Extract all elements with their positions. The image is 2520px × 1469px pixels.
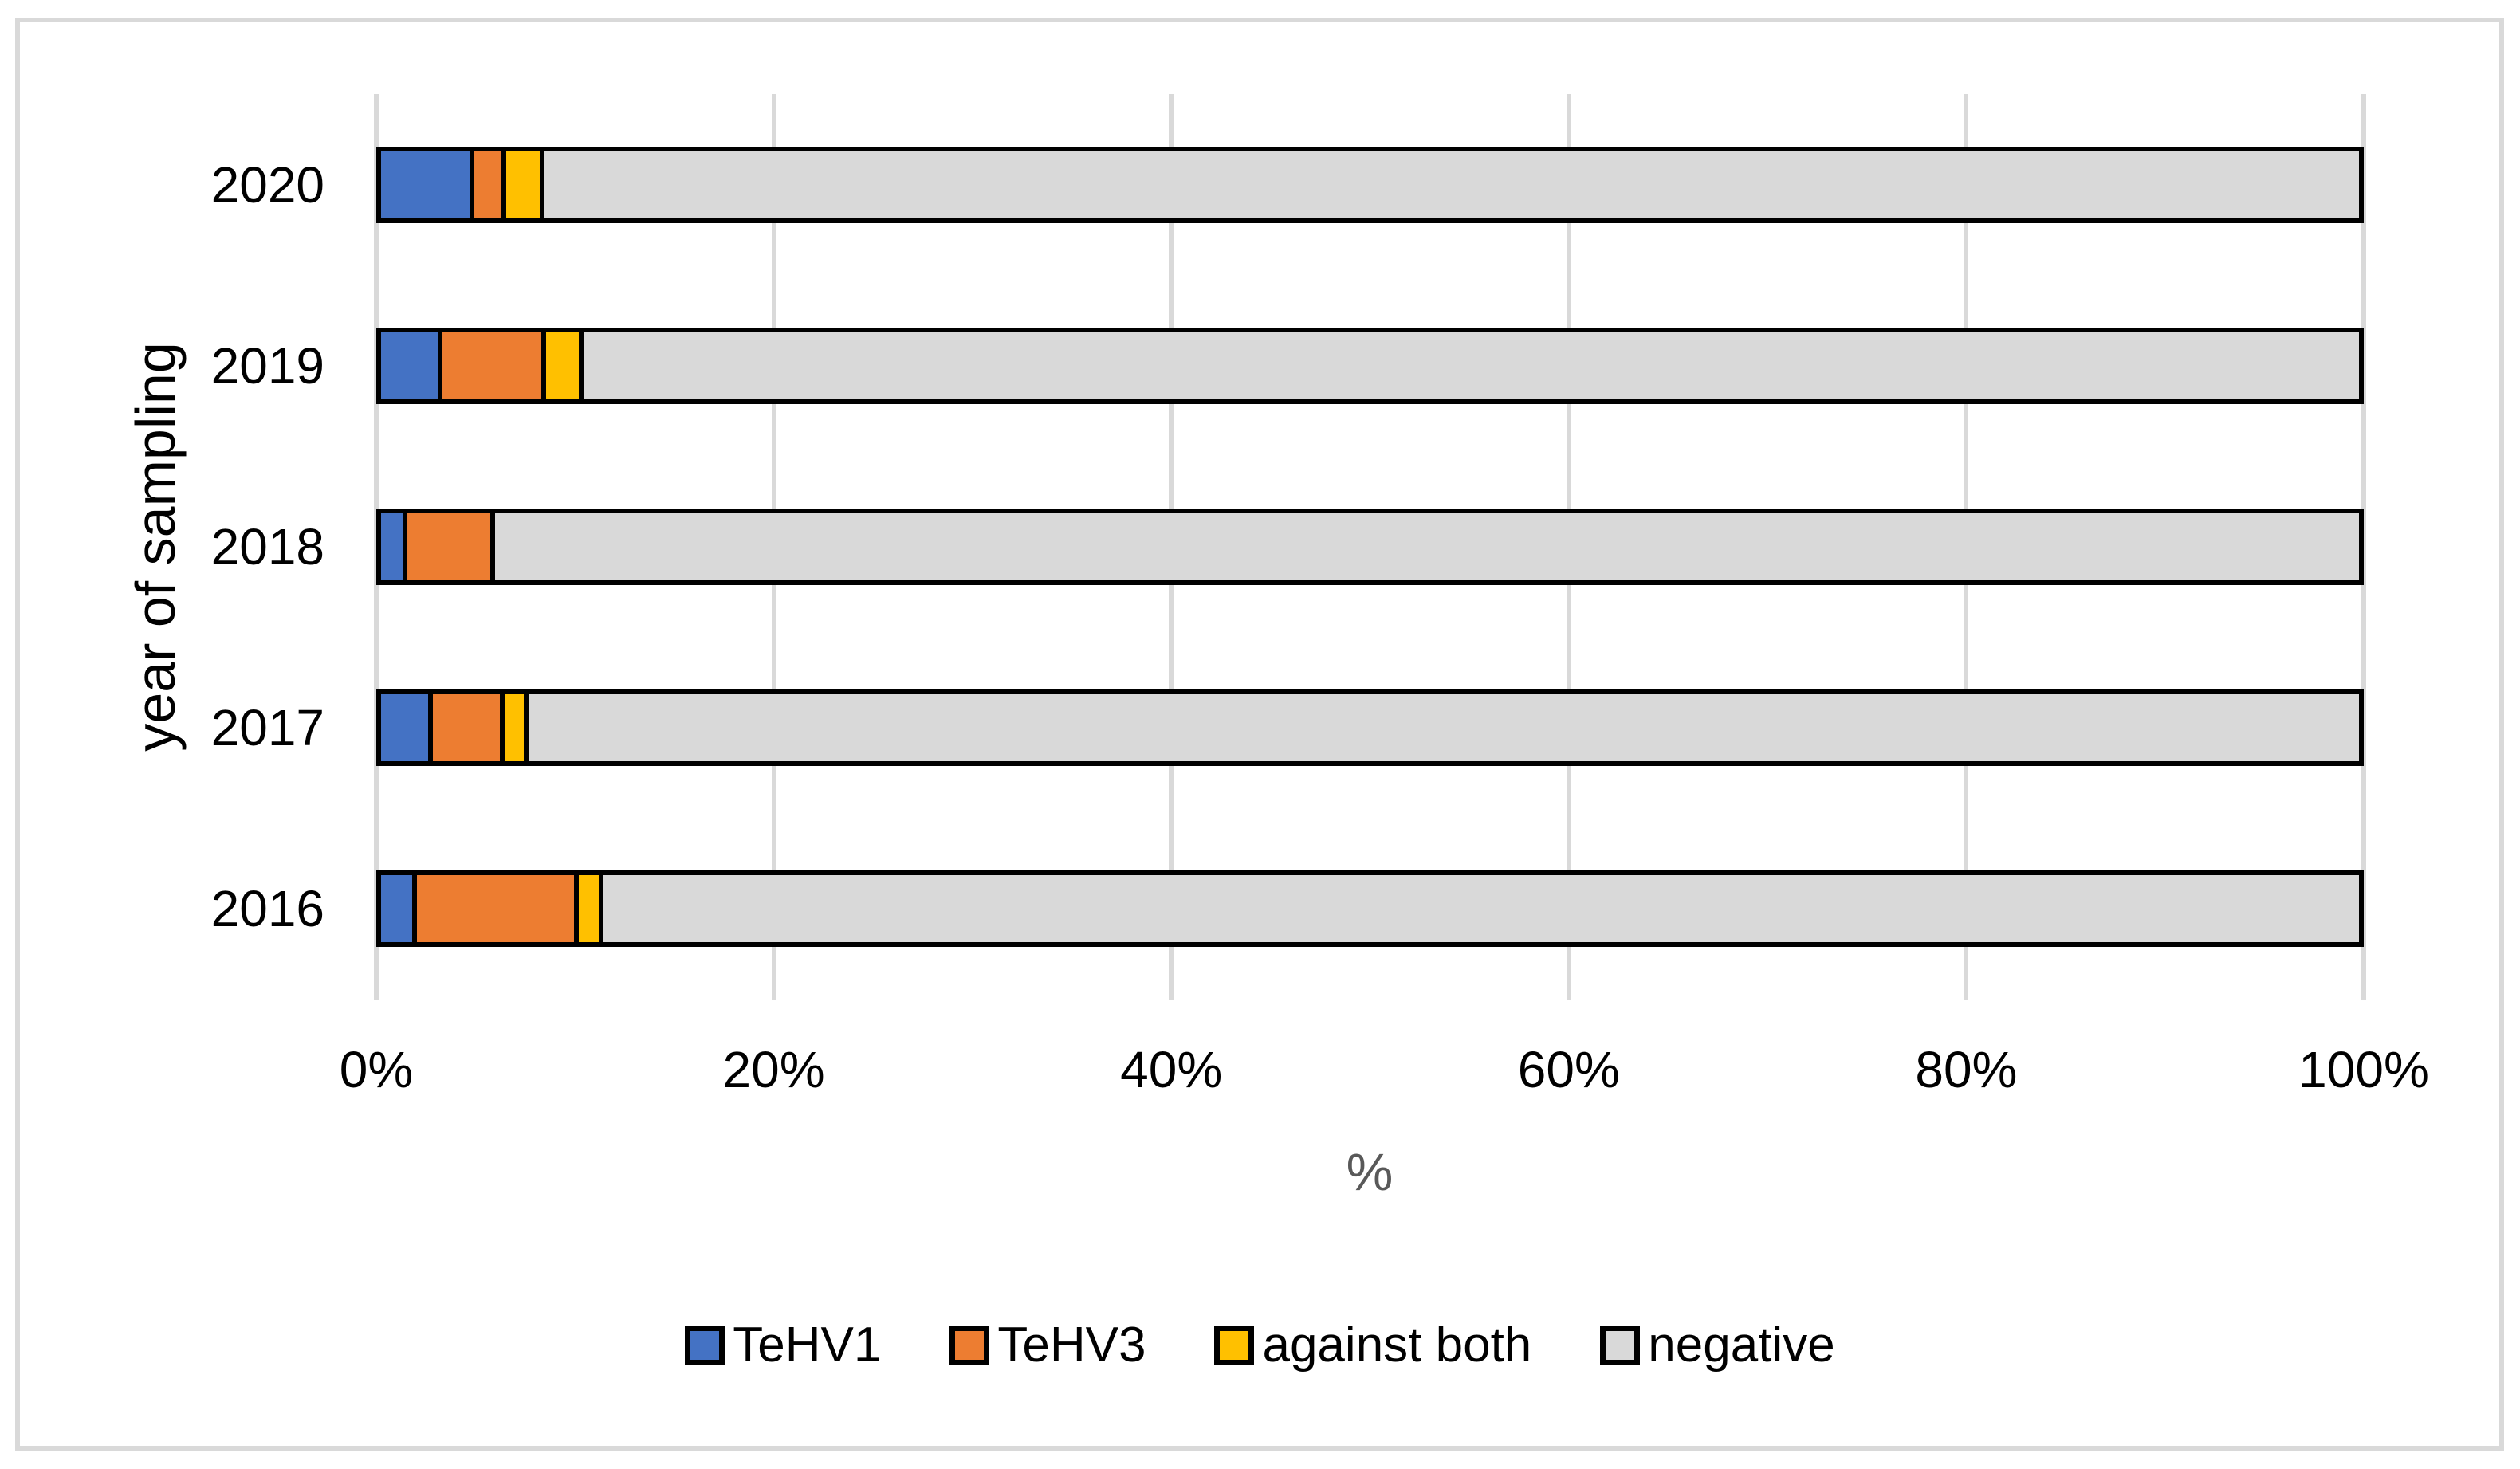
bar-segment-TeHV3	[438, 327, 546, 404]
bar-segment-negative	[540, 146, 2364, 223]
figure-border	[15, 18, 2504, 1451]
bar-segment-TeHV3	[428, 689, 505, 767]
legend-item-TeHV1: TeHV1	[685, 1317, 881, 1373]
bar-segment-TeHV3	[403, 509, 495, 585]
legend-label: TeHV1	[733, 1318, 882, 1373]
legend-swatch-against-both	[1214, 1325, 1255, 1365]
stacked-bar-2018	[376, 509, 2364, 585]
x-axis-tick-label: 80%	[1915, 1041, 2018, 1098]
x-axis-tick-label: 40%	[1120, 1041, 1223, 1098]
y-axis-label: 2020	[210, 155, 324, 214]
stacked-bar-2019	[376, 327, 2364, 404]
y-axis-label: 2016	[210, 880, 324, 938]
bar-segment-TeHV1	[376, 870, 418, 948]
y-axis-label: 2017	[210, 699, 324, 757]
bar-segment-negative	[489, 509, 2364, 585]
y-axis-labels: 2020 2019 2018 2017 2016	[0, 94, 324, 1000]
bar-segment-negative	[579, 327, 2364, 404]
bar-segment-TeHV3	[412, 870, 580, 948]
x-axis-tick-label: 100%	[2298, 1041, 2429, 1098]
bar-segment-TeHV1	[376, 689, 434, 767]
legend-item-negative: negative	[1600, 1317, 1835, 1373]
legend-item-TeHV3: TeHV3	[949, 1317, 1146, 1373]
stacked-bar-2016	[376, 870, 2364, 948]
legend-swatch-TeHV1	[685, 1325, 725, 1365]
x-axis-tick-label: 0%	[339, 1041, 414, 1098]
bar-segment-against-both	[541, 327, 584, 404]
legend-label: negative	[1648, 1318, 1835, 1373]
legend-swatch-TeHV3	[949, 1325, 990, 1365]
legend-label: against both	[1262, 1318, 1532, 1373]
legend-swatch-negative	[1600, 1325, 1641, 1365]
bar-row-2020	[376, 94, 2364, 275]
stacked-bar-2017	[376, 689, 2364, 767]
legend: TeHV1 TeHV3 against both negative	[0, 1317, 2520, 1373]
y-axis-label: 2018	[210, 518, 324, 575]
bar-segment-against-both	[501, 146, 545, 223]
x-axis-title: %	[1346, 1142, 1394, 1201]
bar-segment-negative	[524, 689, 2364, 767]
x-axis-tick-label: 20%	[722, 1041, 825, 1098]
bar-row-2017	[376, 638, 2364, 819]
bars-container	[376, 94, 2364, 1000]
bar-row-2016	[376, 819, 2364, 1000]
gridline	[2361, 94, 2366, 1000]
y-axis-label: 2019	[210, 336, 324, 395]
bar-segment-TeHV1	[376, 146, 474, 223]
bar-segment-TeHV1	[376, 327, 443, 404]
plot-area	[374, 94, 2366, 1000]
x-axis-tick-label: 60%	[1517, 1041, 1620, 1098]
bar-segment-negative	[599, 870, 2364, 948]
bar-row-2018	[376, 456, 2364, 637]
bar-row-2019	[376, 275, 2364, 456]
legend-item-against-both: against both	[1214, 1317, 1531, 1373]
legend-label: TeHV3	[997, 1318, 1146, 1373]
stacked-bar-2020	[376, 146, 2364, 223]
